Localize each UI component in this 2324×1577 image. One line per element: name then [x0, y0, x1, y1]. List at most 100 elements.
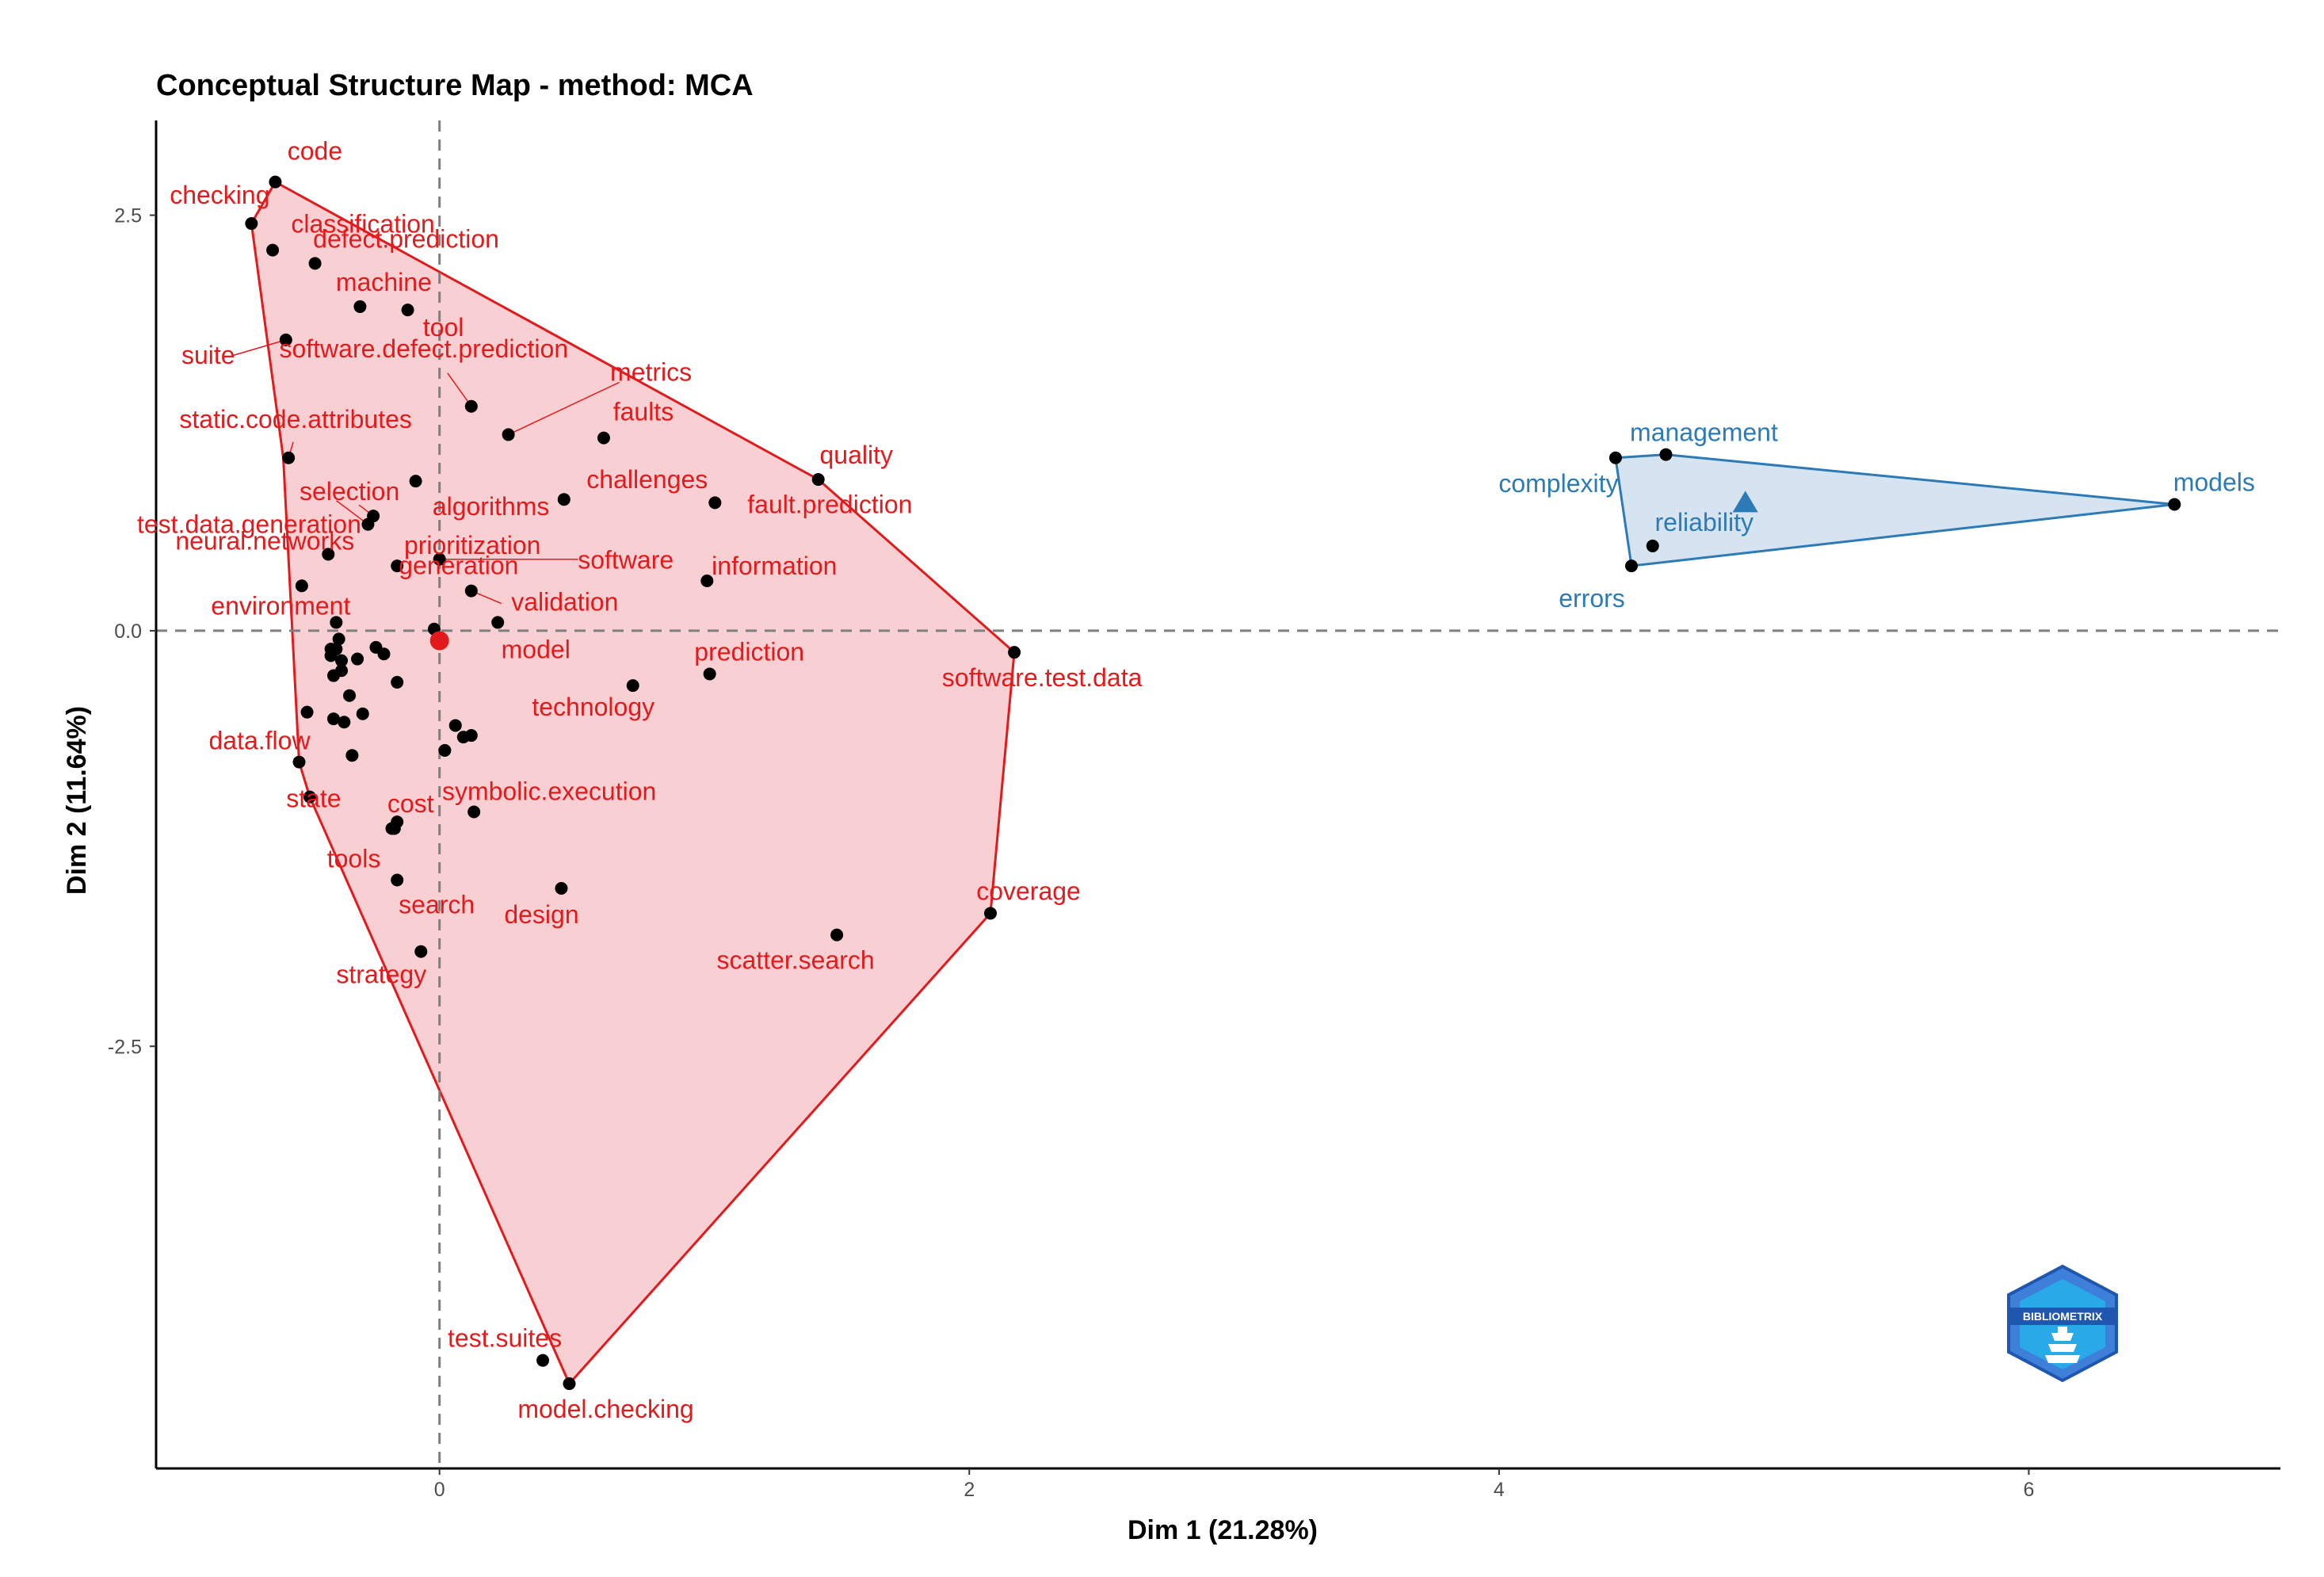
label-tool: tool: [423, 313, 464, 342]
label-quality: quality: [819, 441, 893, 469]
point-software-test-data: [1008, 646, 1021, 659]
y-axis-title: Dim 2 (11.64%): [62, 706, 92, 895]
label-machine: machine: [336, 268, 432, 296]
point-algorithms: [409, 475, 422, 488]
point-strategy: [414, 945, 428, 958]
label-faults: faults: [613, 398, 674, 426]
label-metrics: metrics: [610, 357, 692, 386]
x-tick-label: 2: [964, 1479, 975, 1501]
x-axis-title: Dim 1 (21.28%): [1128, 1515, 1318, 1545]
label-tools: tools: [327, 844, 381, 873]
point-unlabeled-44: [351, 652, 364, 666]
label-coverage: coverage: [976, 876, 1081, 905]
point-unlabeled-46: [332, 632, 345, 646]
point-suite: [279, 333, 292, 346]
point-unlabeled-61: [438, 743, 452, 757]
point-software: [433, 552, 446, 566]
point-unlabeled-58: [448, 719, 462, 732]
point-unlabeled-57: [345, 749, 359, 762]
label-static-code-attributes: static.code.attributes: [179, 405, 411, 433]
point-management: [1659, 448, 1673, 461]
label-design: design: [504, 900, 578, 929]
point-metrics: [502, 428, 515, 441]
label-data-flow: data.flow: [208, 727, 311, 755]
point-labels: code checking defect.prediction machine clas…: [137, 137, 2255, 1423]
label-model-checking: model.checking: [517, 1395, 693, 1423]
label-leader-lines: [231, 339, 620, 605]
axes: 0 2 4 6 2.5 0.0 -2.5: [108, 120, 2280, 1501]
label-checking: checking: [170, 181, 269, 209]
label-state: state: [286, 785, 341, 813]
label-software-defect-prediction: software.defect.prediction: [279, 334, 568, 363]
label-prediction: prediction: [694, 637, 804, 666]
point-information: [700, 574, 714, 587]
point-unlabeled-50: [335, 664, 349, 678]
label-strategy: strategy: [336, 960, 426, 989]
label-neural-networks: neural.networks: [175, 526, 354, 555]
point-technology: [626, 679, 639, 693]
y-tick-label: 0.0: [114, 620, 142, 643]
leader-metrics: [508, 381, 620, 436]
point-coverage: [984, 907, 998, 920]
x-tick-label: 0: [434, 1479, 445, 1501]
cluster-1-centroid: [429, 631, 449, 651]
point-unlabeled-48: [377, 647, 391, 661]
point-generation: [295, 579, 308, 593]
label-algorithms: algorithms: [433, 492, 550, 521]
label-software: software: [578, 546, 674, 575]
point-software-defect-prediction: [464, 399, 478, 413]
leader-test-data-generation: [335, 500, 368, 525]
label-models: models: [2173, 468, 2255, 497]
leader-software-defect-prediction: [447, 372, 472, 407]
point-static-code-attributes: [282, 451, 296, 464]
y-tick-label: 2.5: [114, 205, 142, 227]
point-neural-networks: [322, 548, 335, 561]
point-challenges: [557, 493, 571, 506]
point-unlabeled-47: [324, 642, 338, 655]
label-selection: selection: [300, 477, 399, 506]
label-fault-prediction: fault.prediction: [747, 490, 912, 518]
point-design: [555, 882, 568, 895]
label-cost: cost: [387, 789, 434, 818]
point-scatter-search: [830, 928, 844, 941]
point-classification: [266, 243, 280, 257]
point-search: [391, 873, 404, 887]
point-unlabeled-43: [335, 654, 349, 667]
point-data-flow: [292, 755, 306, 769]
point-unlabeled-60: [464, 729, 478, 743]
label-information: information: [712, 552, 837, 580]
point-unlabeled-52: [343, 689, 357, 702]
cluster-2-centroid: [1732, 491, 1758, 513]
point-prediction: [703, 667, 716, 681]
point-test-data-generation: [361, 517, 375, 531]
point-unlabeled-62: [387, 822, 401, 835]
point-fault-prediction: [708, 496, 722, 510]
point-quality: [811, 473, 825, 487]
point-symbolic-execution: [467, 805, 481, 819]
x-tick-label: 6: [2023, 1479, 2034, 1501]
label-reliability: reliability: [1654, 508, 1753, 536]
cluster-hulls: [250, 180, 2175, 1386]
leader-suite: [231, 339, 287, 357]
point-unlabeled-55: [338, 716, 351, 729]
label-technology: technology: [532, 693, 654, 721]
reference-lines: [156, 120, 2280, 1468]
label-test-data-generation: test.data.generation: [137, 510, 361, 539]
label-model: model: [502, 635, 571, 663]
x-tick-label: 4: [1494, 1479, 1505, 1501]
data-points: [245, 175, 2181, 1391]
label-management: management: [1630, 418, 1778, 447]
point-defect-prediction: [308, 257, 322, 270]
label-prioritization: prioritization: [404, 531, 541, 559]
point-unlabeled-51: [391, 675, 404, 689]
point-faults: [597, 431, 610, 445]
chart-title: Conceptual Structure Map - method: MCA: [156, 69, 754, 102]
label-suite: suite: [181, 341, 235, 369]
label-symbolic-execution: symbolic.execution: [442, 777, 656, 806]
point-model-checking: [563, 1377, 576, 1391]
point-prioritization: [391, 559, 404, 573]
point-validation: [464, 584, 478, 598]
point-unlabeled-53: [356, 707, 369, 720]
label-search: search: [399, 891, 475, 919]
